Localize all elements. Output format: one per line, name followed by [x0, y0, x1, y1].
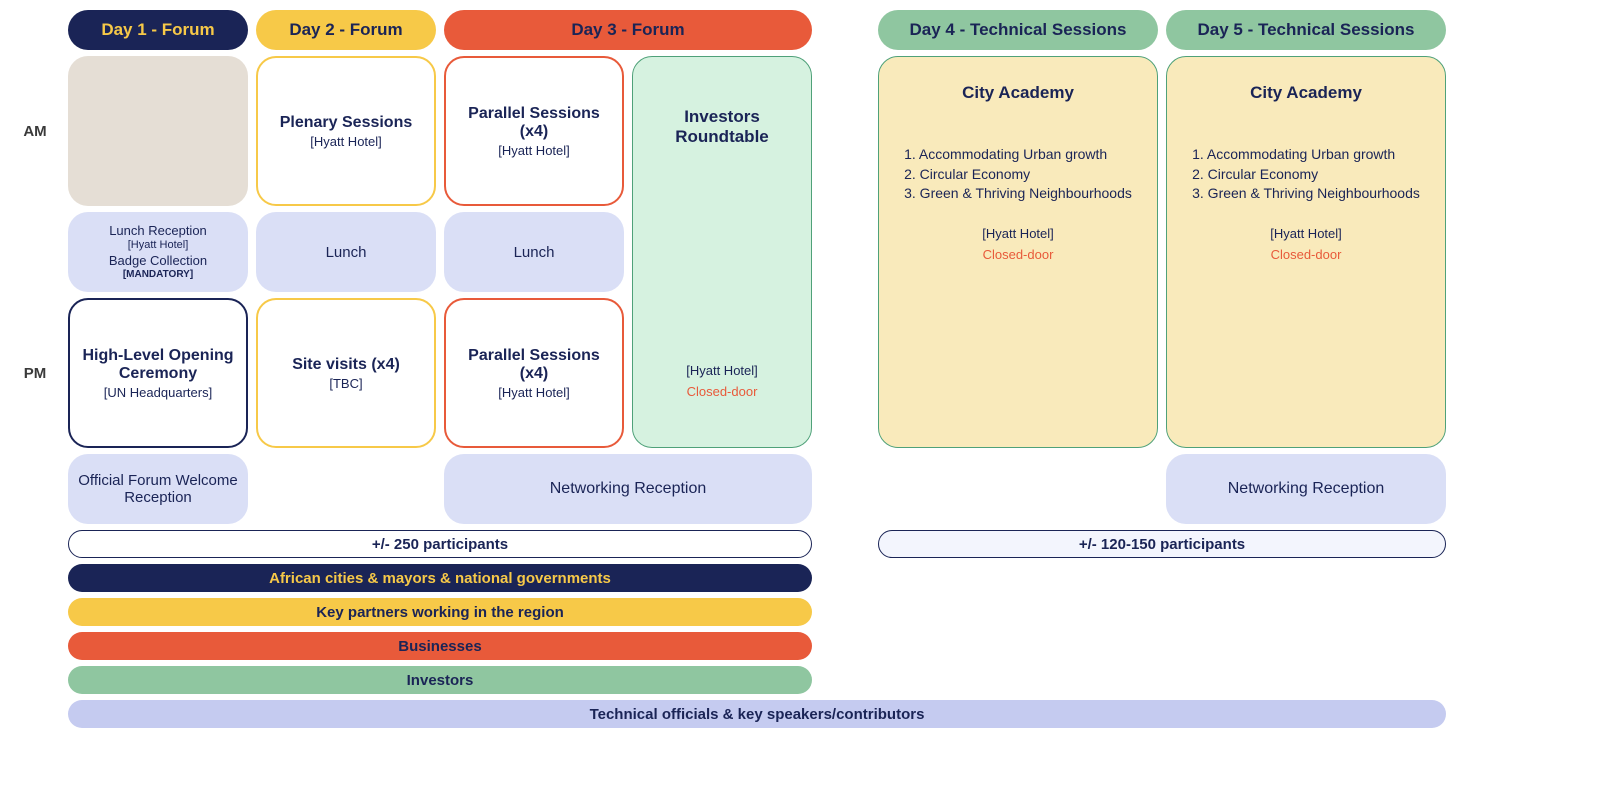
day3-am-title: Parallel Sessions (x4) [458, 105, 610, 141]
day5-academy-topics: 1. Accommodating Urban growth 2. Circula… [1192, 145, 1420, 204]
day3-pm-title: Parallel Sessions (x4) [458, 347, 610, 383]
day5-academy-note: Closed-door [1271, 247, 1342, 262]
day3-am: Parallel Sessions (x4) [Hyatt Hotel] [444, 56, 624, 206]
day1-pm-sub: [UN Headquarters] [104, 385, 212, 400]
header-day2: Day 2 - Forum [256, 10, 436, 50]
row-label-pm: PM [10, 298, 60, 448]
day3-pm: Parallel Sessions (x4) [Hyatt Hotel] [444, 298, 624, 448]
day2-pm-title: Site visits (x4) [292, 356, 400, 374]
day1-lunch-l3: Badge Collection [109, 253, 207, 269]
roundtable-note: Closed-door [687, 384, 758, 399]
header-day3: Day 3 - Forum [444, 10, 812, 50]
day1-lunch-l4: [MANDATORY] [123, 269, 193, 282]
day2-lunch: Lunch [256, 212, 436, 292]
day1-lunch-l1: Lunch Reception [109, 223, 207, 239]
legend-row-0: African cities & mayors & national gover… [68, 564, 812, 592]
day4-academy: City Academy 1. Accommodating Urban grow… [878, 56, 1158, 448]
roundtable-title: Investors Roundtable [645, 107, 799, 147]
day1-evening: Official Forum Welcome Reception [68, 454, 248, 524]
topic-3b: 3. Green & Thriving Neighbourhoods [1192, 184, 1420, 204]
day5-academy-title: City Academy [1250, 83, 1362, 103]
header-day1: Day 1 - Forum [68, 10, 248, 50]
day2-am: Plenary Sessions [Hyatt Hotel] [256, 56, 436, 206]
day2-am-title: Plenary Sessions [280, 114, 413, 132]
legend-row-2: Businesses [68, 632, 812, 660]
day3-roundtable: Investors Roundtable [Hyatt Hotel] Close… [632, 56, 812, 448]
day5-evening: Networking Reception [1166, 454, 1446, 524]
day3-evening: Networking Reception [444, 454, 812, 524]
topic-1: 1. Accommodating Urban growth [904, 145, 1132, 165]
day2-pm: Site visits (x4) [TBC] [256, 298, 436, 448]
day1-pm-title: High-Level Opening Ceremony [82, 347, 234, 383]
day4-academy-note: Closed-door [983, 247, 1054, 262]
day3-am-sub: [Hyatt Hotel] [498, 143, 570, 158]
topic-2b: 2. Circular Economy [1192, 165, 1420, 185]
day5-academy: City Academy 1. Accommodating Urban grow… [1166, 56, 1446, 448]
day1-pm: High-Level Opening Ceremony [UN Headquar… [68, 298, 248, 448]
roundtable-sub: [Hyatt Hotel] [686, 363, 758, 378]
row-label-am: AM [10, 56, 60, 206]
day4-academy-sub: [Hyatt Hotel] [982, 226, 1054, 241]
topic-2: 2. Circular Economy [904, 165, 1132, 185]
header-day4: Day 4 - Technical Sessions [878, 10, 1158, 50]
tech-count: +/- 120-150 participants [878, 530, 1446, 558]
day3-pm-sub: [Hyatt Hotel] [498, 385, 570, 400]
forum-count: +/- 250 participants [68, 530, 812, 558]
legend-row-4: Technical officials & key speakers/contr… [68, 700, 1446, 728]
day4-academy-title: City Academy [962, 83, 1074, 103]
topic-1b: 1. Accommodating Urban growth [1192, 145, 1420, 165]
day1-lunch-l2: [Hyatt Hotel] [128, 239, 189, 253]
legend-row-3: Investors [68, 666, 812, 694]
day4-academy-topics: 1. Accommodating Urban growth 2. Circula… [904, 145, 1132, 204]
day1-lunch: Lunch Reception [Hyatt Hotel] Badge Coll… [68, 212, 248, 292]
day5-academy-sub: [Hyatt Hotel] [1270, 226, 1342, 241]
schedule-grid: Day 1 - Forum Day 2 - Forum Day 3 - Foru… [10, 10, 1560, 728]
topic-3: 3. Green & Thriving Neighbourhoods [904, 184, 1132, 204]
day1-am-blank [68, 56, 248, 206]
header-day5: Day 5 - Technical Sessions [1166, 10, 1446, 50]
day3-lunch: Lunch [444, 212, 624, 292]
legend-row-1: Key partners working in the region [68, 598, 812, 626]
day2-pm-sub: [TBC] [329, 376, 362, 391]
day2-am-sub: [Hyatt Hotel] [310, 134, 382, 149]
